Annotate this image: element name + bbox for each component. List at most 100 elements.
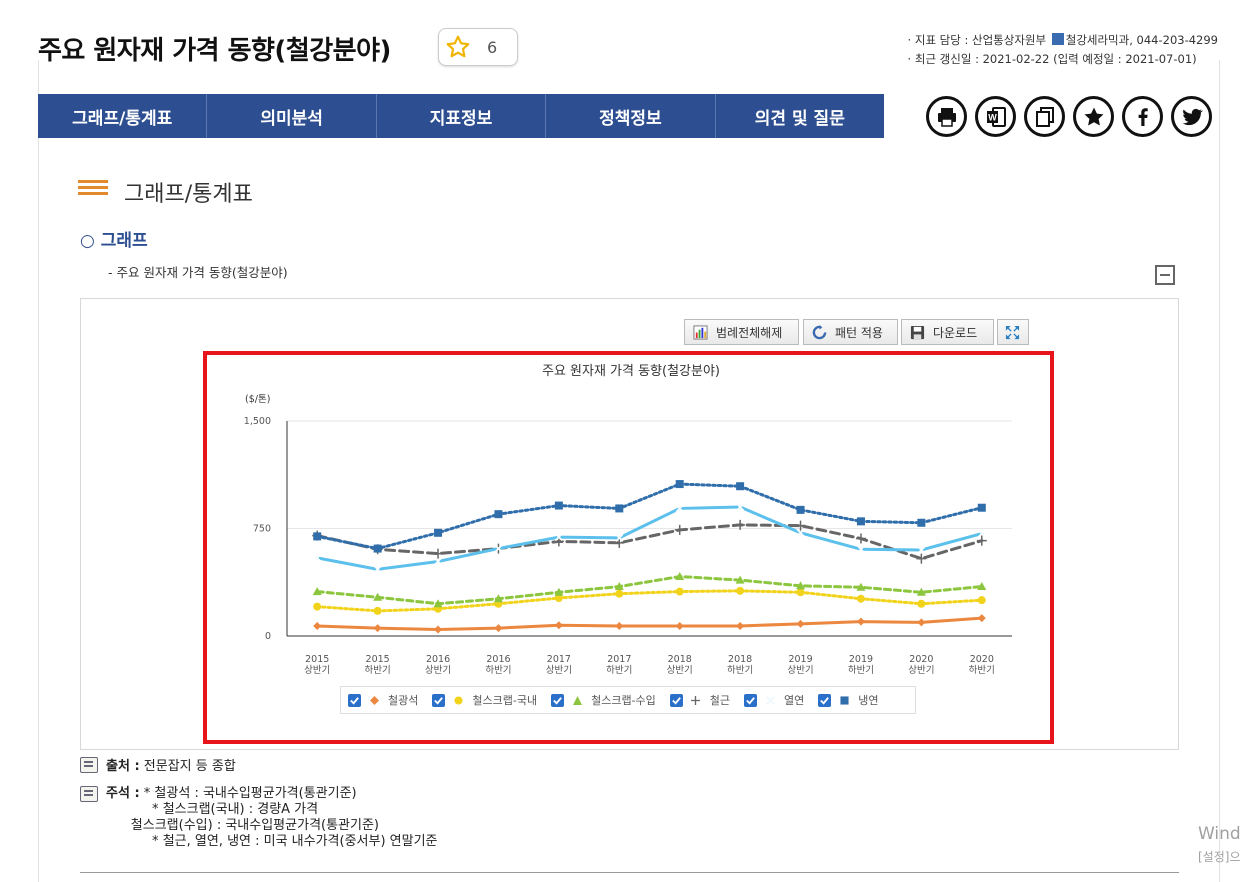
- data-point[interactable]: [977, 614, 986, 623]
- data-point[interactable]: [796, 588, 805, 597]
- series-line[interactable]: [315, 575, 984, 606]
- favorite-button[interactable]: 6: [438, 28, 518, 66]
- data-point[interactable]: [675, 572, 685, 581]
- data-point[interactable]: [675, 504, 684, 513]
- data-point[interactable]: [917, 545, 926, 555]
- tab-indicator-info[interactable]: 지표정보: [377, 94, 547, 138]
- data-point[interactable]: [675, 587, 684, 596]
- star-icon[interactable]: [1073, 96, 1114, 137]
- data-point[interactable]: [977, 582, 987, 591]
- data-point[interactable]: [735, 575, 745, 584]
- legend-item-cold-rolled[interactable]: 냉연: [818, 692, 879, 708]
- checkbox-checked-icon[interactable]: [744, 693, 758, 707]
- series-line[interactable]: [315, 616, 984, 632]
- series-line[interactable]: [315, 482, 984, 551]
- data-point[interactable]: [313, 532, 322, 541]
- contact-icon[interactable]: [1051, 33, 1064, 45]
- data-point[interactable]: [312, 587, 322, 596]
- data-point[interactable]: [433, 557, 443, 566]
- data-point[interactable]: [917, 618, 926, 627]
- data-point[interactable]: [614, 537, 625, 548]
- pattern-button[interactable]: 패턴 적용: [803, 319, 898, 345]
- series-line[interactable]: [315, 589, 984, 613]
- data-point[interactable]: [735, 519, 746, 530]
- data-point[interactable]: [494, 510, 503, 519]
- data-point[interactable]: [796, 528, 805, 537]
- data-point[interactable]: [916, 587, 926, 596]
- data-point[interactable]: [977, 596, 986, 605]
- data-point[interactable]: [736, 586, 745, 595]
- data-point[interactable]: [736, 621, 745, 630]
- data-point[interactable]: [675, 480, 684, 489]
- data-point[interactable]: [373, 624, 382, 633]
- facebook-icon[interactable]: [1122, 96, 1163, 137]
- download-button[interactable]: 다운로드: [901, 319, 994, 345]
- data-point[interactable]: [856, 545, 866, 554]
- legend-item-hot-rolled[interactable]: 열연: [744, 692, 804, 708]
- data-point[interactable]: [977, 529, 986, 538]
- data-point[interactable]: [313, 553, 322, 562]
- data-point[interactable]: [795, 520, 806, 531]
- legend-item-scrap-domestic[interactable]: 철스크랩-국내: [432, 692, 537, 708]
- print-icon[interactable]: [926, 96, 967, 137]
- data-point[interactable]: [674, 524, 685, 535]
- checkbox-checked-icon[interactable]: [348, 693, 361, 707]
- fullscreen-button[interactable]: [997, 319, 1029, 345]
- tab-analysis[interactable]: 의미분석: [207, 94, 377, 138]
- data-point[interactable]: [433, 599, 443, 608]
- data-point[interactable]: [796, 619, 805, 628]
- data-point[interactable]: [373, 592, 383, 601]
- data-point[interactable]: [675, 621, 684, 630]
- data-point[interactable]: [856, 594, 865, 603]
- tab-comments[interactable]: 의견 및 질문: [754, 108, 845, 129]
- data-point[interactable]: [493, 594, 503, 603]
- series-line[interactable]: [315, 505, 984, 571]
- data-point[interactable]: [856, 617, 865, 626]
- data-point[interactable]: [433, 548, 444, 559]
- tab-policy-info[interactable]: 정책정보: [546, 94, 716, 138]
- series-line[interactable]: [315, 523, 984, 561]
- legend-toggle-button[interactable]: 범례전체해제: [684, 319, 799, 345]
- data-point[interactable]: [736, 482, 745, 491]
- data-point[interactable]: [373, 565, 382, 574]
- data-point[interactable]: [736, 502, 745, 512]
- legend-item-iron-ore[interactable]: 철광석: [348, 692, 418, 708]
- data-point[interactable]: [615, 589, 624, 598]
- data-point[interactable]: [554, 594, 563, 603]
- data-point[interactable]: [615, 533, 624, 542]
- data-point[interactable]: [554, 621, 563, 630]
- data-point[interactable]: [796, 505, 805, 514]
- data-point[interactable]: [614, 582, 624, 591]
- data-point[interactable]: [916, 553, 927, 564]
- data-point[interactable]: [796, 581, 806, 590]
- checkbox-checked-icon[interactable]: [551, 693, 565, 707]
- checkbox-checked-icon[interactable]: [669, 693, 683, 707]
- legend-item-rebar[interactable]: 철근: [669, 692, 730, 708]
- data-point[interactable]: [494, 544, 503, 553]
- twitter-icon[interactable]: [1171, 96, 1212, 137]
- data-point[interactable]: [917, 599, 926, 608]
- data-point[interactable]: [494, 624, 503, 633]
- legend-item-scrap-import[interactable]: 철스크랩-수입: [551, 692, 656, 708]
- data-point[interactable]: [977, 503, 986, 512]
- checkbox-checked-icon[interactable]: [432, 693, 446, 707]
- data-point[interactable]: [313, 602, 322, 611]
- data-point[interactable]: [855, 533, 866, 544]
- data-point[interactable]: [434, 528, 443, 537]
- data-point[interactable]: [373, 606, 382, 615]
- data-point[interactable]: [856, 582, 866, 591]
- data-point[interactable]: [554, 587, 564, 596]
- data-point[interactable]: [313, 621, 322, 630]
- data-point[interactable]: [615, 621, 624, 630]
- data-point[interactable]: [554, 501, 563, 510]
- data-point[interactable]: [373, 544, 382, 553]
- copy-icon[interactable]: [1024, 96, 1065, 137]
- data-point[interactable]: [615, 504, 624, 513]
- data-point[interactable]: [554, 533, 563, 542]
- tab-graph-table[interactable]: 그래프/통계표: [38, 94, 208, 138]
- data-point[interactable]: [856, 517, 865, 526]
- checkbox-checked-icon[interactable]: [818, 693, 832, 707]
- data-point[interactable]: [434, 625, 443, 634]
- collapse-icon[interactable]: [1155, 265, 1175, 285]
- data-point[interactable]: [976, 535, 987, 546]
